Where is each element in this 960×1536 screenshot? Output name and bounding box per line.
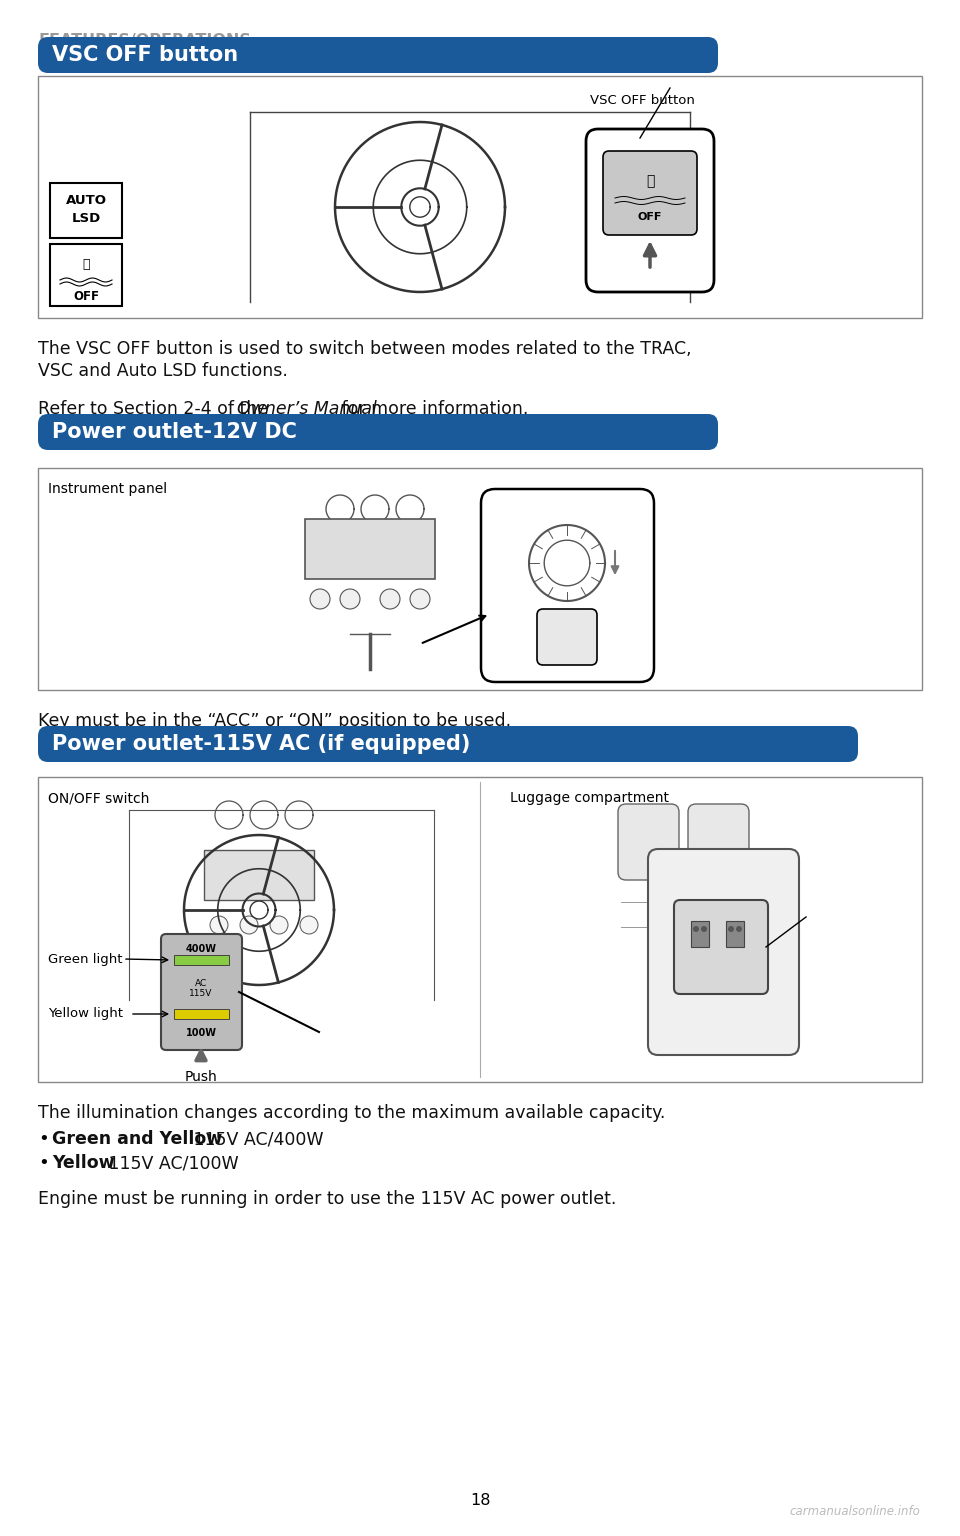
- Text: VSC OFF button: VSC OFF button: [590, 94, 695, 108]
- Text: 🚗: 🚗: [83, 258, 89, 270]
- Text: 115V AC/100W: 115V AC/100W: [103, 1154, 239, 1172]
- FancyBboxPatch shape: [38, 727, 858, 762]
- Text: VSC and Auto LSD functions.: VSC and Auto LSD functions.: [38, 362, 288, 379]
- Bar: [305, 519, 435, 579]
- Circle shape: [693, 926, 699, 932]
- Text: carmanualsonline.info: carmanualsonline.info: [789, 1505, 920, 1518]
- Text: for more information.: for more information.: [336, 399, 529, 418]
- Text: Key must be in the “ACC” or “ON” position to be used.: Key must be in the “ACC” or “ON” positio…: [38, 713, 511, 730]
- FancyBboxPatch shape: [481, 488, 654, 682]
- Text: AUTO: AUTO: [65, 194, 107, 206]
- FancyBboxPatch shape: [586, 129, 714, 292]
- FancyBboxPatch shape: [648, 849, 799, 1055]
- Text: Power outlet-115V AC (if equipped): Power outlet-115V AC (if equipped): [52, 734, 470, 754]
- Text: •: •: [38, 1154, 49, 1172]
- Circle shape: [340, 588, 360, 608]
- Text: Yellow light: Yellow light: [48, 1008, 123, 1020]
- Bar: [691, 922, 709, 948]
- Text: 18: 18: [469, 1493, 491, 1508]
- Text: •: •: [38, 1130, 49, 1147]
- FancyBboxPatch shape: [537, 608, 597, 665]
- Text: Push: Push: [184, 1071, 217, 1084]
- Text: Refer to Section 2-4 of the: Refer to Section 2-4 of the: [38, 399, 274, 418]
- Text: 400W: 400W: [185, 945, 217, 954]
- FancyBboxPatch shape: [161, 934, 242, 1051]
- FancyBboxPatch shape: [688, 803, 749, 880]
- FancyBboxPatch shape: [603, 151, 697, 235]
- Text: Yellow: Yellow: [52, 1154, 114, 1172]
- FancyBboxPatch shape: [38, 37, 718, 74]
- Circle shape: [210, 915, 228, 934]
- Text: FEATURES/OPERATIONS: FEATURES/OPERATIONS: [38, 32, 251, 48]
- Circle shape: [310, 588, 330, 608]
- Text: The illumination changes according to the maximum available capacity.: The illumination changes according to th…: [38, 1104, 665, 1121]
- Circle shape: [240, 915, 258, 934]
- Text: AC: AC: [195, 980, 207, 989]
- Text: 115V AC/400W: 115V AC/400W: [188, 1130, 324, 1147]
- FancyBboxPatch shape: [618, 803, 679, 880]
- Bar: [38, 75, 922, 318]
- FancyBboxPatch shape: [674, 900, 768, 994]
- Text: The VSC OFF button is used to switch between modes related to the TRAC,: The VSC OFF button is used to switch bet…: [38, 339, 691, 358]
- FancyBboxPatch shape: [38, 415, 718, 450]
- Text: ON/OFF switch: ON/OFF switch: [48, 791, 150, 805]
- Text: Green light: Green light: [48, 952, 123, 966]
- Text: Engine must be running in order to use the 115V AC power outlet.: Engine must be running in order to use t…: [38, 1190, 616, 1207]
- Bar: [38, 468, 922, 690]
- Bar: [50, 244, 122, 306]
- Text: Luggage compartment: Luggage compartment: [510, 791, 669, 805]
- Bar: [204, 849, 314, 900]
- Text: 🚗: 🚗: [646, 174, 654, 187]
- Bar: [50, 183, 122, 238]
- Circle shape: [736, 926, 742, 932]
- Circle shape: [410, 588, 430, 608]
- Bar: [174, 955, 229, 965]
- Circle shape: [380, 588, 400, 608]
- Circle shape: [701, 926, 707, 932]
- Text: Instrument panel: Instrument panel: [48, 482, 167, 496]
- Text: OFF: OFF: [637, 212, 662, 223]
- Circle shape: [728, 926, 734, 932]
- Text: 100W: 100W: [185, 1028, 217, 1038]
- Circle shape: [300, 915, 318, 934]
- Text: Green and Yellow: Green and Yellow: [52, 1130, 223, 1147]
- Text: LSD: LSD: [71, 212, 101, 224]
- Bar: [726, 922, 744, 948]
- Text: VSC OFF button: VSC OFF button: [52, 45, 238, 65]
- Circle shape: [270, 915, 288, 934]
- Text: Power outlet-12V DC: Power outlet-12V DC: [52, 422, 297, 442]
- Text: Owner’s Manual: Owner’s Manual: [237, 399, 376, 418]
- Bar: [174, 1009, 229, 1018]
- Bar: [38, 777, 922, 1081]
- Text: OFF: OFF: [73, 289, 99, 303]
- Text: 115V: 115V: [189, 989, 213, 998]
